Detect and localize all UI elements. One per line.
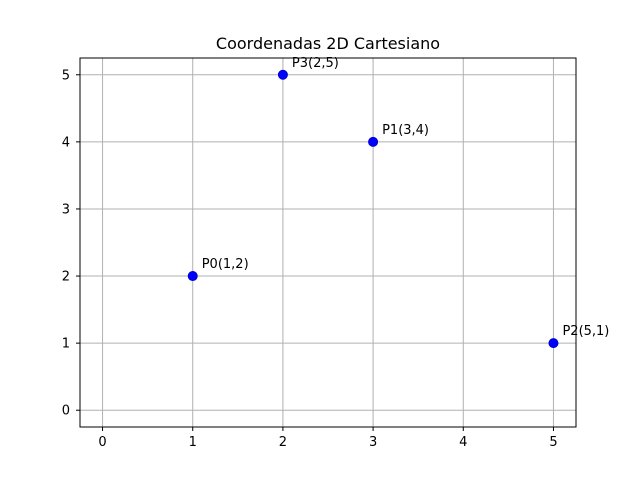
point-label: P0(1,2) [202,257,249,272]
point-label: P2(5,1) [562,324,609,339]
x-tick-label: 5 [549,435,557,450]
x-tick-label: 1 [189,435,197,450]
scatter-point [187,271,198,282]
y-tick-label: 0 [62,404,70,419]
y-tick-label: 4 [62,135,70,150]
y-tick-label: 2 [62,270,70,285]
x-tick-label: 2 [279,435,287,450]
x-tick-label: 0 [98,435,106,450]
x-tick-label: 4 [459,435,467,450]
chart-title: Coordenadas 2D Cartesiano [216,34,440,53]
point-label: P1(3,4) [382,123,429,138]
scatter-point [548,338,559,349]
x-tick-label: 3 [369,435,377,450]
scatter-point [368,136,379,147]
y-tick-label: 1 [62,337,70,352]
grid-lines [80,58,576,427]
plot-frame [79,57,577,428]
point-label: P3(2,5) [292,56,339,71]
scatter-point [277,69,288,80]
data-points: P0(1,2) P1(3,4) P2(5,1) P3(2,5) [187,56,609,349]
axis-ticks: 0 1 2 3 4 5 0 1 2 3 4 5 [62,68,558,450]
y-tick-label: 3 [62,202,70,217]
y-tick-label: 5 [62,68,70,83]
